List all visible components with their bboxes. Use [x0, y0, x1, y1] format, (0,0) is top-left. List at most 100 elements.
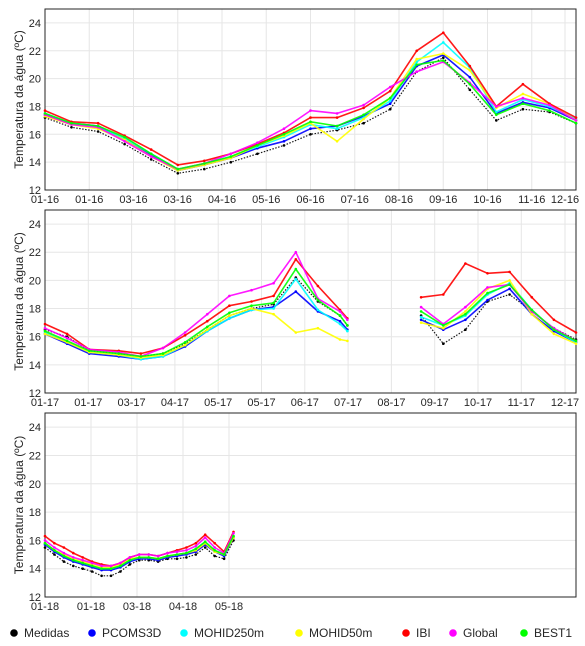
data-point [338, 338, 342, 341]
data-point [206, 328, 209, 332]
y-grid [45, 426, 576, 598]
data-point [149, 155, 153, 158]
x-tick-label: 05-16 [252, 194, 280, 206]
data-point [117, 352, 121, 355]
data-point [43, 534, 47, 538]
data-point [185, 551, 188, 555]
legend-label: MOHID50m [309, 626, 372, 640]
y-tick-labels: 12 14 16 18 20 22 24 [29, 219, 41, 400]
data-point [486, 272, 489, 275]
data-point [256, 144, 259, 147]
data-point [468, 69, 472, 72]
data-point [294, 258, 298, 261]
data-point [194, 547, 198, 551]
data-point [388, 96, 392, 100]
legend-label: PCOMS3D [102, 626, 162, 640]
data-point [442, 293, 445, 296]
y-axis-label: Temperatura da água (ºC) [12, 30, 26, 168]
data-point [464, 262, 467, 265]
data-point [43, 539, 47, 542]
data-point [100, 574, 103, 578]
data-point [194, 553, 198, 556]
data-point [96, 121, 100, 125]
data-point [62, 546, 66, 549]
data-point [128, 563, 132, 566]
legend-item-mohid50m: MOHID50m [295, 626, 372, 640]
data-point [335, 112, 339, 115]
data-point [123, 142, 126, 146]
x-tick-label: 11-17 [508, 397, 535, 409]
data-point [335, 116, 339, 119]
data-point [175, 553, 179, 556]
data-point [486, 286, 489, 289]
data-point [229, 152, 233, 156]
data-point [338, 314, 342, 317]
data-point [43, 329, 47, 333]
data-point [508, 287, 511, 291]
data-point [335, 127, 339, 130]
data-point [309, 109, 312, 112]
data-point [521, 82, 525, 86]
legend-label: Medidas [24, 626, 69, 640]
plot-frame [44, 412, 577, 598]
y-tick-label: 22 [29, 450, 41, 462]
y-tick-labels: 12 14 16 18 20 22 24 [29, 18, 41, 197]
data-point [166, 554, 169, 558]
series-group [43, 31, 578, 175]
data-point [161, 352, 165, 355]
data-point [552, 332, 556, 336]
data-point [128, 556, 132, 559]
data-point [139, 355, 143, 358]
y-tick-label: 22 [29, 46, 41, 58]
x-tick-label: 12-16 [551, 194, 579, 206]
y-tick-label: 22 [29, 247, 41, 259]
data-point [185, 549, 188, 552]
data-point [464, 328, 467, 332]
data-point [521, 107, 525, 111]
data-point [316, 326, 320, 330]
data-point [62, 560, 66, 563]
data-point [508, 279, 511, 282]
data-point [203, 540, 207, 544]
data-point [294, 277, 298, 281]
data-point [81, 561, 84, 565]
data-point [128, 558, 132, 562]
data-point [346, 318, 349, 322]
data-point [229, 155, 233, 158]
series-group [43, 250, 578, 361]
data-point [508, 283, 511, 286]
data-point [495, 119, 498, 122]
plot-area [45, 413, 576, 597]
data-point [90, 561, 94, 565]
x-tick-labels: 01-17 01-17 03-17 04-17 05-17 05-17 06-17 07-17… [31, 397, 579, 409]
data-point [203, 546, 207, 549]
data-point [442, 326, 445, 330]
data-point [256, 141, 259, 144]
data-point [213, 546, 216, 549]
data-point [222, 553, 226, 556]
data-point [43, 109, 47, 112]
data-point [43, 322, 47, 326]
data-point [486, 291, 489, 295]
data-point [72, 556, 75, 559]
x-tick-label: 04-16 [208, 194, 236, 206]
x-tick-label: 10-16 [473, 194, 501, 206]
legend-label: Global [463, 626, 498, 640]
data-point [464, 318, 467, 322]
data-point [468, 64, 472, 68]
data-point [388, 85, 392, 89]
x-tick-label: 05-17 [204, 397, 232, 409]
x-tick-labels: 01-18 01-18 03-18 04-18 05-18 [31, 601, 243, 613]
data-point [468, 82, 472, 86]
data-point [183, 334, 187, 337]
x-tick-label: 01-17 [74, 397, 102, 409]
data-point [156, 557, 160, 561]
data-point [574, 339, 578, 343]
data-point [139, 352, 143, 355]
y-tick-label: 20 [29, 479, 41, 491]
series-medidas [43, 539, 235, 578]
data-point [62, 551, 66, 555]
data-point [228, 304, 231, 308]
x-tick-label: 05-18 [215, 601, 243, 613]
data-point [362, 113, 365, 117]
